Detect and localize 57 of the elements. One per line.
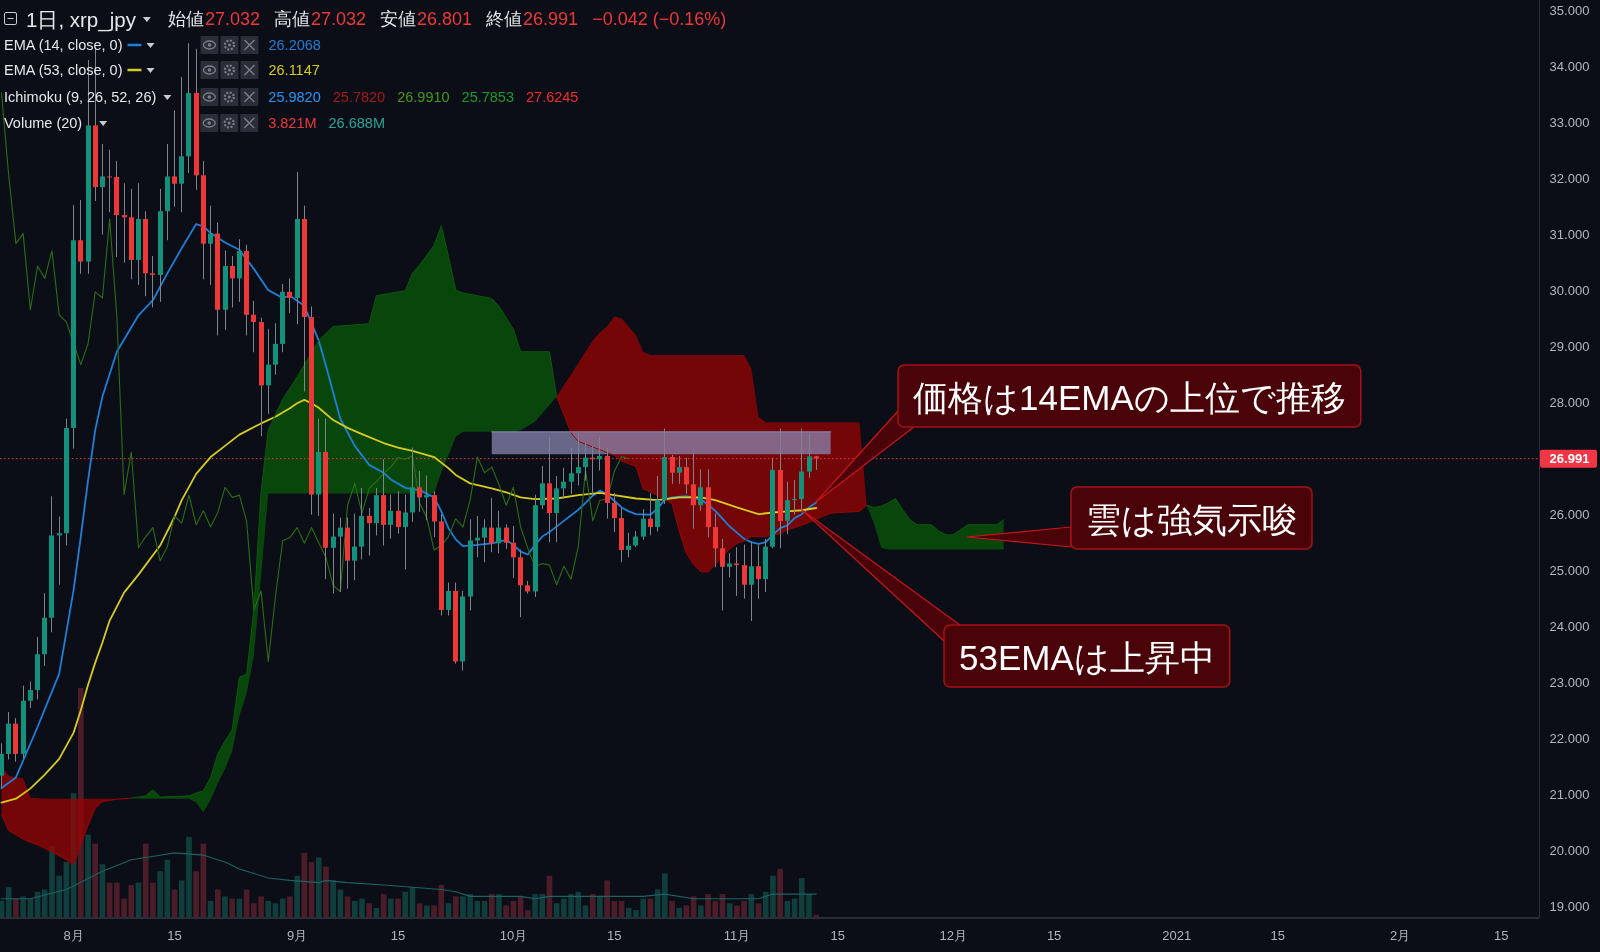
annotation: 価格は14EMAの上位で推移 bbox=[913, 377, 1346, 417]
annotation: 27.032 bbox=[204, 9, 260, 29]
x-tick-label: 15 bbox=[830, 927, 846, 943]
x-tick-label: 15 bbox=[1046, 927, 1062, 943]
chart-title: 1日, xrp_jpy bbox=[26, 7, 137, 32]
annotation: 27.032 bbox=[310, 9, 367, 29]
y-tick-label: 28.000 bbox=[1549, 394, 1590, 410]
y-tick-label: 22.000 bbox=[1549, 730, 1590, 746]
y-tick-label: 24.000 bbox=[1549, 618, 1590, 634]
x-tick-label: 11月 bbox=[723, 927, 751, 943]
y-tick-label: 35.000 bbox=[1549, 2, 1590, 18]
x-tick-label: 10月 bbox=[499, 927, 528, 943]
y-tick-label: 30.000 bbox=[1549, 282, 1590, 298]
y-tick-label: 25.000 bbox=[1549, 562, 1590, 578]
y-tick-label: 19.000 bbox=[1549, 898, 1590, 914]
y-tick-label: 21.000 bbox=[1549, 786, 1590, 802]
annotation: −0.042 (−0.16%) bbox=[592, 9, 727, 29]
x-tick-label: 8月 bbox=[63, 927, 84, 943]
annotation: 終値 bbox=[485, 9, 523, 29]
annotation: 26.1147 bbox=[268, 62, 320, 78]
y-tick-label: 34.000 bbox=[1549, 58, 1590, 74]
y-tick-label: 20.000 bbox=[1549, 842, 1590, 858]
annotation: 25.7853 bbox=[461, 89, 515, 105]
x-tick-label: 15 bbox=[1270, 927, 1285, 943]
annotation: 雲は強気示唆 bbox=[1086, 499, 1297, 539]
x-tick-label: 15 bbox=[167, 927, 182, 943]
x-tick-label: 15 bbox=[1493, 927, 1509, 943]
annotation: 高値 bbox=[273, 9, 310, 29]
annotation: Volume (20) bbox=[4, 115, 83, 131]
y-tick-label: 33.000 bbox=[1549, 114, 1590, 130]
legend-label: EMA (14, close, 0) bbox=[4, 37, 123, 53]
x-tick-label: 2月 bbox=[1390, 927, 1411, 943]
y-tick-label: 29.000 bbox=[1549, 338, 1590, 354]
annotation: 26.688M bbox=[328, 115, 385, 131]
annotation: 27.6245 bbox=[526, 89, 579, 105]
annotation: 25.7820 bbox=[332, 89, 386, 105]
annotation: 3.821M bbox=[268, 115, 317, 131]
annotation: 始値 bbox=[167, 9, 204, 29]
x-tick-label: 9月 bbox=[286, 927, 308, 943]
ref-line-label: 26.991 bbox=[1549, 451, 1590, 467]
annotation: Ichimoku (9, 26, 52, 26) bbox=[4, 89, 157, 105]
annotation: 26.9910 bbox=[397, 89, 450, 105]
annotation: 25.9820 bbox=[268, 89, 321, 105]
x-tick-label: 15 bbox=[607, 927, 622, 943]
x-tick-label: 12月 bbox=[939, 927, 967, 943]
legend-label: EMA (53, close, 0) bbox=[4, 62, 123, 78]
y-tick-label: 32.000 bbox=[1549, 170, 1590, 186]
annotation: 26.2068 bbox=[268, 37, 321, 53]
x-tick-label: 2021 bbox=[1162, 927, 1192, 943]
annotation: 安値 bbox=[380, 9, 417, 29]
annotation: 26.801 bbox=[417, 9, 473, 29]
y-tick-label: 26.000 bbox=[1549, 506, 1590, 522]
y-tick-label: 23.000 bbox=[1549, 674, 1590, 690]
y-tick-label: 31.000 bbox=[1549, 226, 1590, 242]
x-tick-label: 15 bbox=[390, 927, 406, 943]
annotation: 26.991 bbox=[523, 9, 579, 29]
annotation: 53EMAは上昇中 bbox=[959, 637, 1215, 677]
